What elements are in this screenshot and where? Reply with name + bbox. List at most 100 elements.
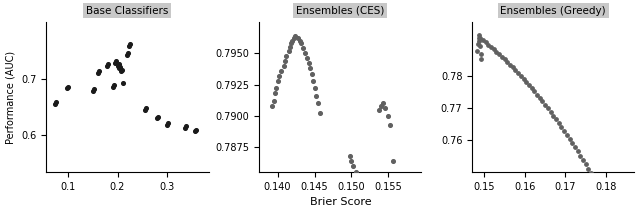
Point — [311, 94, 321, 98]
Point — [524, 83, 534, 87]
Point — [505, 63, 515, 66]
Point — [529, 90, 540, 93]
Point — [532, 93, 542, 96]
Point — [508, 66, 518, 69]
Point — [376, 104, 386, 108]
Point — [551, 118, 561, 121]
Point — [545, 110, 556, 114]
Point — [564, 137, 575, 141]
Point — [348, 164, 358, 168]
Point — [113, 64, 123, 68]
Point — [278, 64, 289, 68]
X-axis label: Brier Score: Brier Score — [310, 197, 371, 207]
Point — [111, 59, 121, 63]
Point — [605, 206, 615, 209]
Point — [472, 49, 483, 52]
Point — [374, 108, 385, 111]
Point — [521, 80, 531, 83]
Point — [88, 89, 98, 93]
Point — [494, 52, 504, 56]
Point — [380, 106, 390, 110]
Point — [562, 133, 572, 137]
Point — [293, 36, 303, 40]
Point — [378, 102, 388, 105]
Point — [286, 42, 296, 45]
Point — [354, 179, 364, 183]
Point — [483, 43, 493, 46]
Point — [308, 79, 318, 82]
Point — [161, 123, 172, 127]
Point — [570, 145, 580, 149]
Point — [267, 104, 277, 108]
Point — [282, 54, 292, 58]
Point — [476, 57, 486, 60]
Point — [290, 34, 300, 37]
Point — [269, 99, 279, 102]
Point — [548, 114, 559, 117]
Point — [284, 49, 294, 52]
Point — [63, 85, 74, 88]
Title: Ensembles (CES): Ensembles (CES) — [296, 6, 385, 16]
Point — [502, 60, 513, 63]
Point — [274, 74, 284, 78]
Point — [513, 71, 524, 75]
Point — [578, 158, 588, 162]
Point — [346, 159, 356, 163]
Point — [191, 128, 202, 131]
Point — [110, 61, 120, 64]
Point — [475, 36, 485, 40]
Point — [180, 126, 191, 130]
Point — [93, 71, 103, 75]
Point — [115, 65, 125, 68]
Point — [486, 45, 496, 49]
Point — [600, 196, 610, 199]
Point — [115, 67, 125, 70]
Point — [275, 69, 285, 72]
Point — [516, 74, 526, 78]
Point — [300, 52, 310, 55]
Point — [510, 68, 520, 72]
Point — [567, 141, 577, 145]
Point — [303, 62, 314, 65]
Point — [518, 77, 529, 81]
Point — [538, 100, 548, 103]
Point — [540, 103, 550, 106]
Point — [388, 159, 398, 163]
Point — [602, 201, 612, 204]
Point — [527, 86, 537, 90]
Point — [62, 86, 72, 90]
Point — [117, 68, 127, 71]
Point — [152, 117, 162, 120]
Point — [93, 69, 104, 73]
Point — [492, 50, 502, 53]
Point — [122, 53, 132, 56]
Point — [190, 130, 200, 133]
Point — [475, 44, 485, 47]
Point — [298, 46, 308, 50]
Point — [474, 36, 484, 40]
Point — [124, 51, 134, 55]
Point — [573, 150, 583, 153]
Y-axis label: Performance (AUC): Performance (AUC) — [6, 50, 15, 144]
Point — [586, 172, 596, 175]
Point — [316, 112, 326, 115]
Point — [559, 129, 569, 132]
Point — [124, 44, 134, 47]
Point — [116, 69, 127, 73]
Point — [118, 81, 129, 84]
Point — [489, 47, 499, 51]
Point — [269, 92, 280, 95]
Point — [296, 42, 307, 45]
Point — [153, 115, 163, 118]
Point — [89, 88, 99, 91]
Point — [305, 66, 315, 70]
Point — [273, 79, 283, 82]
Point — [307, 73, 317, 76]
Point — [583, 167, 593, 171]
Point — [50, 102, 60, 106]
Point — [351, 170, 361, 174]
Point — [140, 106, 150, 110]
Point — [385, 123, 396, 126]
Point — [313, 102, 323, 105]
Point — [497, 55, 507, 58]
